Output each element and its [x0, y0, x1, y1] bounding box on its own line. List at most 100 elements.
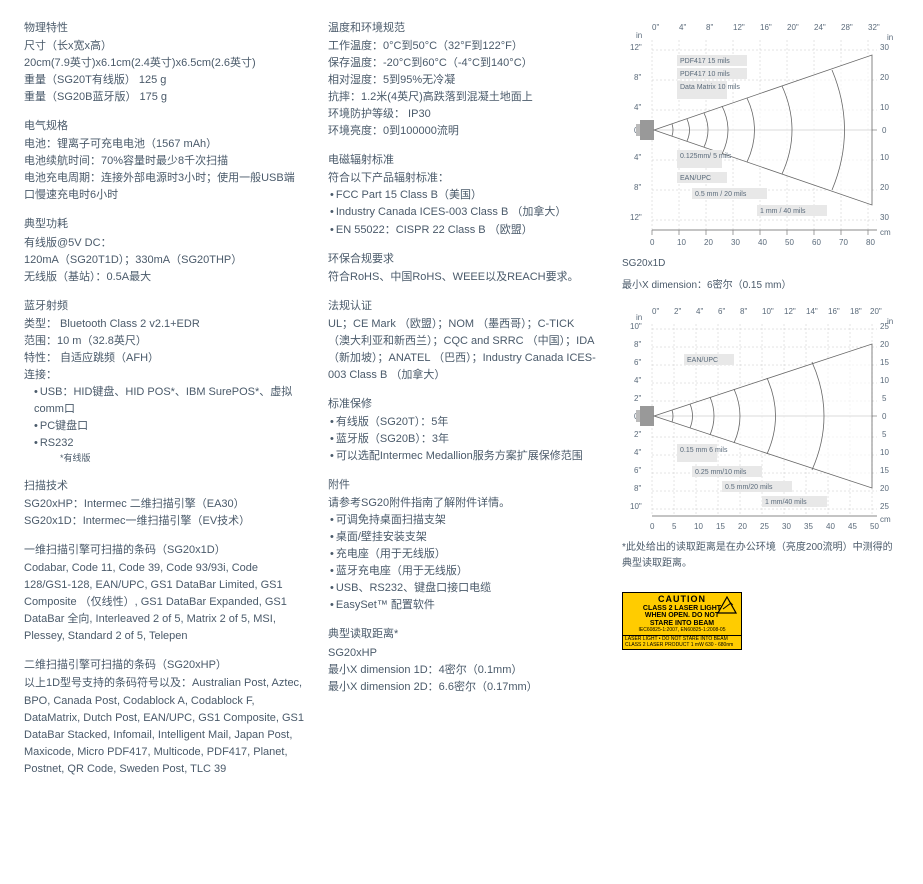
- svg-text:32": 32": [868, 23, 880, 32]
- svg-text:0: 0: [882, 412, 887, 421]
- svg-text:10: 10: [880, 448, 889, 457]
- svg-text:20: 20: [880, 73, 889, 82]
- bullet-item: PC键盘口: [24, 418, 304, 435]
- spec-line: 连接：: [24, 367, 304, 384]
- svg-text:40: 40: [758, 238, 767, 247]
- svg-text:10: 10: [677, 238, 686, 247]
- svg-text:4": 4": [634, 448, 641, 457]
- svg-text:10: 10: [880, 103, 889, 112]
- svg-text:in: in: [636, 31, 642, 40]
- bullet-item: USB、RS232、键盘口接口电缆: [328, 580, 598, 597]
- section-title-readdist: 典型读取距离*: [328, 626, 598, 643]
- svg-text:1 mm/40 mils: 1 mm/40 mils: [765, 499, 807, 506]
- spec-line: 抗摔：1.2米(4英尺)高跌落到混凝土地面上: [328, 89, 598, 106]
- svg-text:10: 10: [880, 376, 889, 385]
- footnote: *有线版: [24, 452, 304, 466]
- svg-text:4": 4": [634, 103, 641, 112]
- bullet-item: Industry Canada ICES-003 Class B （加拿大）: [328, 204, 598, 221]
- caution-sign: CAUTION CLASS 2 LASER LIGHT WHEN OPEN. D…: [622, 592, 742, 636]
- section-title-power: 典型功耗: [24, 216, 304, 233]
- svg-text:20: 20: [738, 522, 747, 531]
- spec-line: 有线版@5V DC：: [24, 235, 304, 252]
- svg-text:80: 80: [866, 238, 875, 247]
- laser-warning-icon: [717, 596, 737, 614]
- svg-text:15: 15: [880, 358, 889, 367]
- caution-std: IEC60825-1:2007, EN60825-1:2008-05: [625, 628, 739, 634]
- spec-body: Codabar, Code 11, Code 39, Code 93/93i, …: [24, 560, 304, 645]
- svg-text:0": 0": [652, 23, 659, 32]
- svg-text:10": 10": [630, 502, 642, 511]
- section-title-reg: 法规认证: [328, 298, 598, 315]
- svg-text:20: 20: [880, 340, 889, 349]
- svg-text:28": 28": [841, 23, 853, 32]
- section-title-temp: 温度和环境规范: [328, 20, 598, 37]
- section-title-emi: 电磁辐射标准: [328, 152, 598, 169]
- spec-line: 环境防护等级： IP30: [328, 106, 598, 123]
- bullet-item: 可调免持桌面扫描支架: [328, 512, 598, 529]
- svg-text:10: 10: [694, 522, 703, 531]
- svg-text:0: 0: [650, 522, 655, 531]
- svg-text:12": 12": [733, 23, 745, 32]
- svg-text:20": 20": [870, 307, 882, 316]
- bullet-item: 有线版（SG20T）：5年: [328, 414, 598, 431]
- spec-line: 重量（SG20B蓝牙版） 175 g: [24, 89, 304, 106]
- svg-text:1 mm / 40 mils: 1 mm / 40 mils: [760, 208, 806, 215]
- svg-text:2": 2": [634, 430, 641, 439]
- svg-text:in: in: [636, 313, 642, 322]
- svg-text:EAN/UPC: EAN/UPC: [680, 175, 711, 182]
- spec-line: 120mA（SG20T1D）；330mA（SG20THP）: [24, 252, 304, 269]
- svg-text:25: 25: [880, 322, 889, 331]
- svg-text:4": 4": [679, 23, 686, 32]
- svg-text:PDF417 15 mils: PDF417 15 mils: [680, 58, 730, 65]
- svg-text:30: 30: [880, 43, 889, 52]
- svg-text:in: in: [887, 33, 893, 42]
- svg-text:0.5 mm / 20 mils: 0.5 mm / 20 mils: [695, 191, 747, 198]
- svg-text:14": 14": [806, 307, 818, 316]
- svg-text:16": 16": [828, 307, 840, 316]
- bullet-item: RS232: [24, 435, 304, 452]
- svg-text:0.125mm/ 5 mils: 0.125mm/ 5 mils: [680, 153, 732, 160]
- svg-text:5: 5: [882, 394, 887, 403]
- reading-distance-chart-2: 0" 2" 4" 6" 8" 10" 12" 14" 16" 18" 20" i…: [622, 304, 897, 534]
- bullet-item: USB：HID键盘、HID POS*、IBM SurePOS*、虚拟comm口: [24, 384, 304, 418]
- svg-text:30: 30: [731, 238, 740, 247]
- svg-text:20: 20: [704, 238, 713, 247]
- spec-line: SG20x1D：Intermec一维扫描引擎（EV技术）: [24, 513, 304, 530]
- caution-label: CAUTION CLASS 2 LASER LIGHT WHEN OPEN. D…: [622, 592, 902, 650]
- section-title-bluetooth: 蓝牙射频: [24, 298, 304, 315]
- svg-text:0: 0: [650, 238, 655, 247]
- column-charts: 0" 4" 8" 12" 16" 20" 24" 28" 32" in 12" …: [622, 20, 902, 778]
- svg-text:8": 8": [706, 23, 713, 32]
- svg-text:8": 8": [634, 484, 641, 493]
- chart-svg: 0" 4" 8" 12" 16" 20" 24" 28" 32" in 12" …: [622, 20, 897, 250]
- svg-text:cm: cm: [880, 228, 891, 237]
- svg-text:8": 8": [634, 340, 641, 349]
- svg-text:4": 4": [696, 307, 703, 316]
- svg-text:25: 25: [760, 522, 769, 531]
- svg-text:50: 50: [785, 238, 794, 247]
- svg-text:15: 15: [880, 466, 889, 475]
- svg-text:EAN/UPC: EAN/UPC: [687, 357, 718, 364]
- spec-line: 最小X dimension 1D：4密尔（0.1mm）: [328, 662, 598, 679]
- svg-text:40: 40: [826, 522, 835, 531]
- spec-body: 符合RoHS、中国RoHS、WEEE以及REACH要求。: [328, 269, 598, 286]
- svg-text:2": 2": [674, 307, 681, 316]
- svg-text:10: 10: [880, 153, 889, 162]
- spec-line: 尺寸（长x宽x高）: [24, 38, 304, 55]
- section-title-scantech: 扫描技术: [24, 478, 304, 495]
- bullet-item: 桌面/壁挂安装支架: [328, 529, 598, 546]
- svg-text:8": 8": [634, 73, 641, 82]
- spec-body: UL；CE Mark （欧盟）；NOM （墨西哥）；C-TICK （澳大利亚和新…: [328, 316, 598, 384]
- svg-text:8": 8": [740, 307, 747, 316]
- section-title-warranty: 标准保修: [328, 396, 598, 413]
- spec-line: 相对湿度：5到95%无冷凝: [328, 72, 598, 89]
- spec-line: 工作温度：0°C到50°C（32°F到122°F）: [328, 38, 598, 55]
- spec-body: 以上1D型号支持的条码符号以及：Australian Post, Aztec, …: [24, 675, 304, 777]
- spec-line: SG20xHP：Intermec 二维扫描引擎（EA30）: [24, 496, 304, 513]
- svg-text:0.15 mm 6 mils: 0.15 mm 6 mils: [680, 447, 728, 454]
- svg-text:18": 18": [850, 307, 862, 316]
- section-title-1d-barcodes: 一维扫描引擎可扫描的条码（SG20x1D）: [24, 542, 304, 559]
- column-environment-specs: 温度和环境规范 工作温度：0°C到50°C（32°F到122°F） 保存温度：-…: [328, 20, 598, 778]
- chart1-spec: 最小X dimension：6密尔（0.15 mm）: [622, 278, 902, 294]
- svg-text:0.25 mm/10 mils: 0.25 mm/10 mils: [695, 469, 747, 476]
